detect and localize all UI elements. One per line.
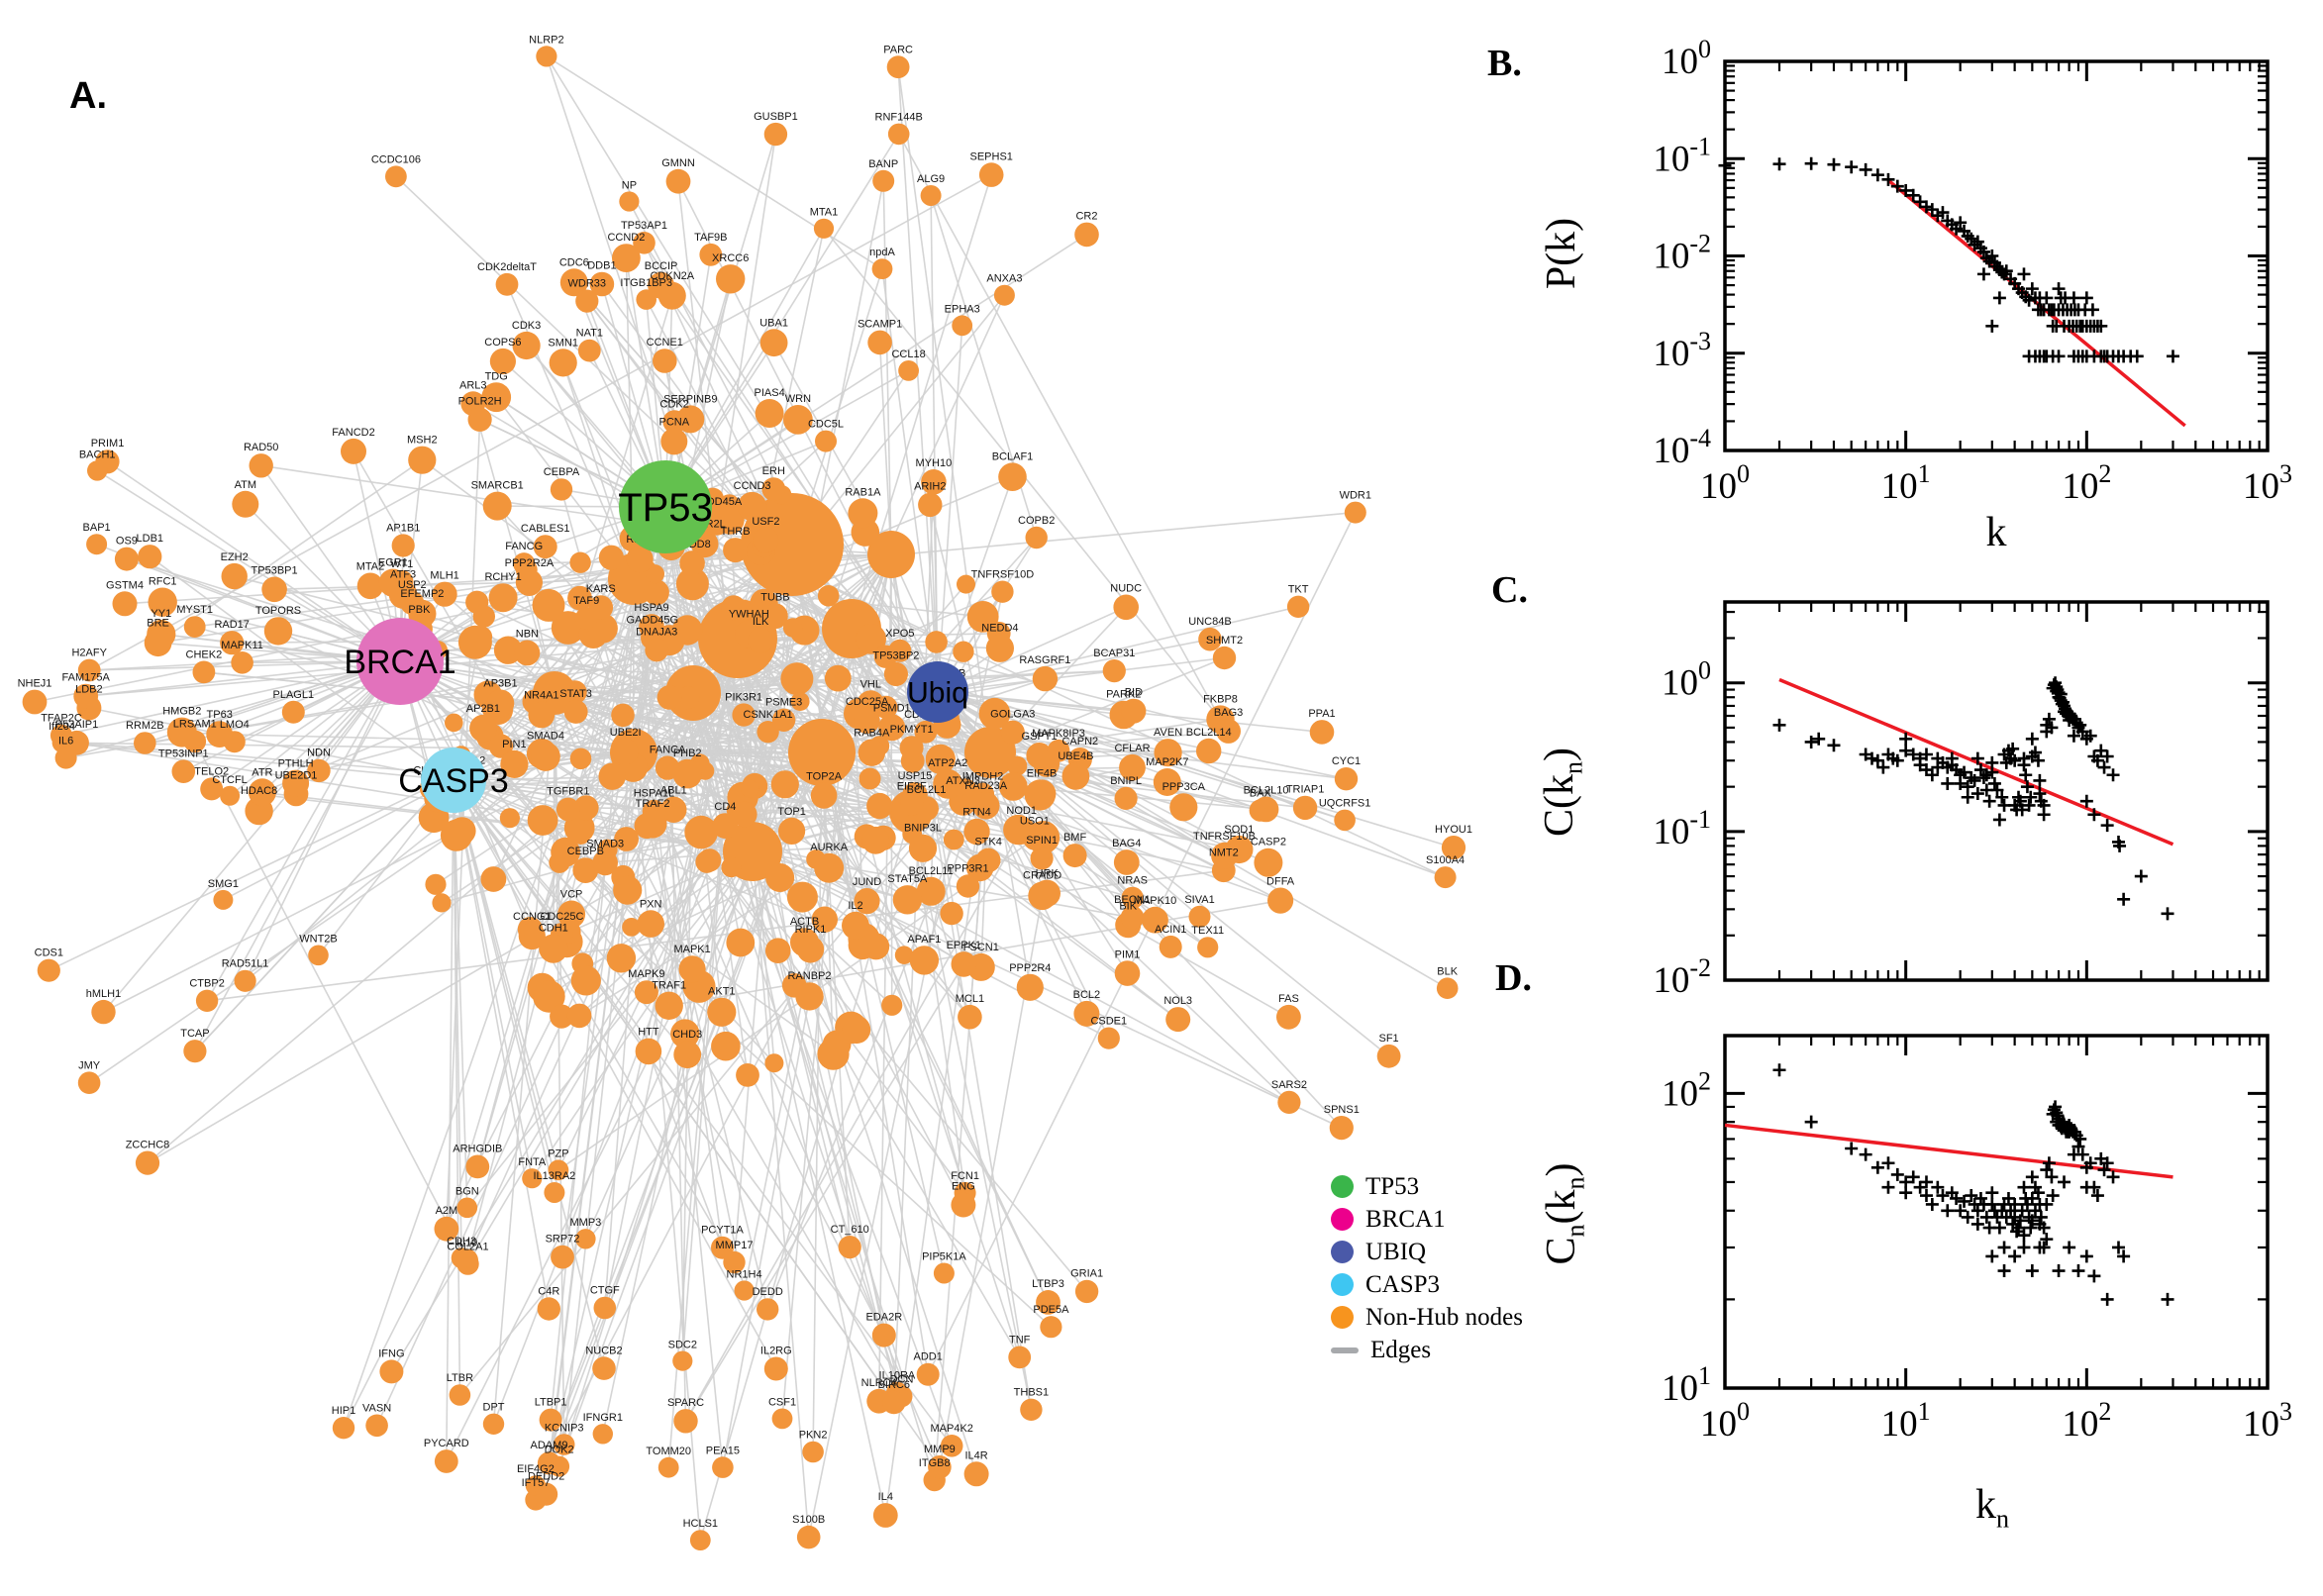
hub-label-CASP3: CASP3 [398, 762, 509, 800]
brca1-circle-icon [1331, 1208, 1354, 1231]
svg-text:101: 101 [1662, 1361, 1711, 1409]
legend-item-brca1: BRCA1 [1331, 1203, 1523, 1236]
scatter-points [1772, 676, 2174, 921]
tick-labels: 100 10-1 10-2 [1653, 656, 1711, 1001]
panel-b-label: B. [1487, 43, 1522, 84]
hub-label-BRCA1: BRCA1 [344, 644, 455, 681]
network-nodes [22, 46, 1466, 1550]
x-axis-label-k: k [1985, 510, 2007, 555]
svg-text:103: 103 [2243, 1397, 2292, 1445]
svg-text:10-1: 10-1 [1653, 132, 1711, 179]
svg-text:100: 100 [1700, 459, 1750, 507]
y-axis-label-cnkn: Cn(kn) [1539, 1162, 1590, 1265]
panel-a-label: A. [69, 75, 107, 117]
y-axis-label-ckn: C(kn) [1537, 748, 1588, 838]
legend: TP53 BRCA1 UBIQ CASP3 Non-Hub nodes Edge… [1331, 1170, 1523, 1366]
edge-line-icon [1331, 1347, 1359, 1353]
svg-text:102: 102 [2062, 1397, 2111, 1445]
fit-line [1886, 178, 2186, 428]
scatter-points [1772, 1063, 2174, 1306]
x-axis-label-kn: kn [1974, 1482, 2009, 1534]
svg-text:100: 100 [1662, 35, 1711, 82]
hub-label-TP53: TP53 [618, 486, 713, 530]
svg-text:101: 101 [1881, 1397, 1931, 1445]
hub-node-TP53 [619, 460, 712, 553]
fit-line [1724, 1123, 2173, 1179]
scatter-points [1718, 156, 2179, 363]
hub-nodes: TP53 BRCA1 Ubiq CASP3 [344, 460, 968, 813]
legend-item-nonhub: Non-Hub nodes [1331, 1301, 1523, 1334]
svg-text:10-2: 10-2 [1653, 230, 1711, 277]
svg-text:102: 102 [2062, 459, 2111, 507]
tick-labels: 100 101 102 103 100 10-1 10-2 10-3 10-4 [1653, 35, 2292, 507]
casp3-circle-icon [1331, 1273, 1354, 1296]
hub-node-UBIQ [907, 661, 968, 723]
legend-item-tp53: TP53 [1331, 1170, 1523, 1203]
hub-node-CASP3 [421, 748, 486, 813]
panel-c-label: C. [1491, 569, 1528, 611]
ubiq-circle-icon [1331, 1241, 1354, 1263]
svg-text:100: 100 [1700, 1397, 1750, 1445]
axis-ticks [1723, 1036, 2270, 1390]
gene-labels: ARL3BANPTAF9BnpdAALG9TP53AP1NLRP2EPHA3CD… [18, 34, 1472, 1530]
hub-node-BRCA1 [356, 618, 444, 705]
panel-C-plot: 100 10-1 10-2 [1653, 600, 2270, 1001]
nonhub-circle-icon [1331, 1306, 1354, 1329]
y-axis-label-pk: P(k) [1539, 217, 1584, 290]
tp53-circle-icon [1331, 1175, 1354, 1198]
svg-text:102: 102 [1662, 1066, 1711, 1114]
fit-line [1778, 677, 2174, 847]
panel-d-label: D. [1495, 957, 1532, 999]
svg-text:10-3: 10-3 [1653, 327, 1711, 374]
axis-ticks [1723, 602, 2270, 982]
legend-item-edges: Edges [1331, 1334, 1523, 1366]
svg-text:10-4: 10-4 [1653, 424, 1711, 471]
svg-text:101: 101 [1881, 459, 1931, 507]
legend-item-casp3: CASP3 [1331, 1268, 1523, 1301]
svg-text:10-2: 10-2 [1653, 953, 1711, 1001]
panel-B-plot: 100 101 102 103 100 10-1 10-2 10-3 10-4 [1653, 35, 2292, 507]
hub-label-UBIQ: Ubiq [907, 677, 968, 710]
svg-text:100: 100 [1662, 656, 1711, 704]
axis-ticks [1723, 59, 2270, 452]
svg-text:10-1: 10-1 [1653, 805, 1711, 852]
svg-text:103: 103 [2243, 459, 2292, 507]
legend-item-ubiq: UBIQ [1331, 1236, 1523, 1268]
